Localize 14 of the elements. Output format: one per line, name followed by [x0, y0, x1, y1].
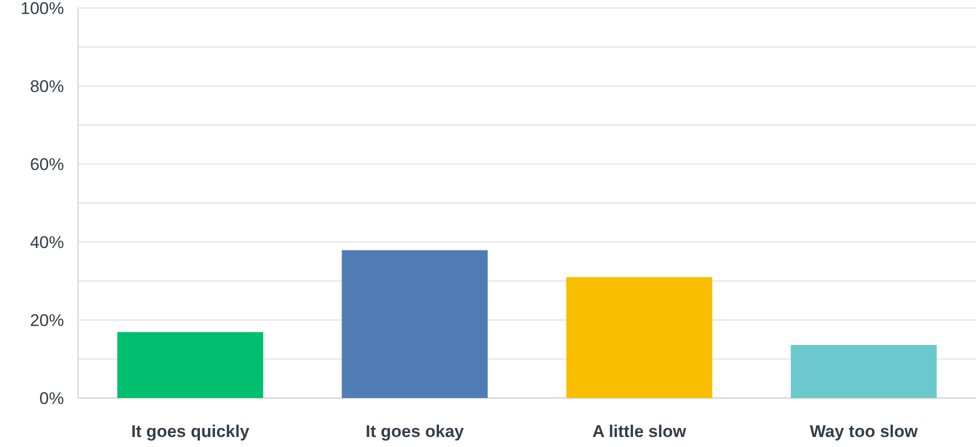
bar	[342, 250, 488, 398]
bar	[117, 332, 264, 398]
y-tick-label: 0%	[39, 388, 64, 408]
x-tick-label: It goes okay	[366, 422, 464, 441]
y-tick-label: 100%	[20, 0, 64, 18]
y-tick-label: 40%	[30, 232, 64, 252]
bar	[790, 344, 937, 398]
bar	[566, 277, 712, 398]
y-tick-label: 60%	[30, 154, 64, 174]
x-tick-label: It goes quickly	[131, 422, 250, 441]
y-tick-label: 80%	[30, 76, 64, 96]
x-tick-label: Way too slow	[810, 422, 919, 441]
y-tick-label: 20%	[30, 310, 64, 330]
x-tick-label: A little slow	[592, 422, 687, 441]
